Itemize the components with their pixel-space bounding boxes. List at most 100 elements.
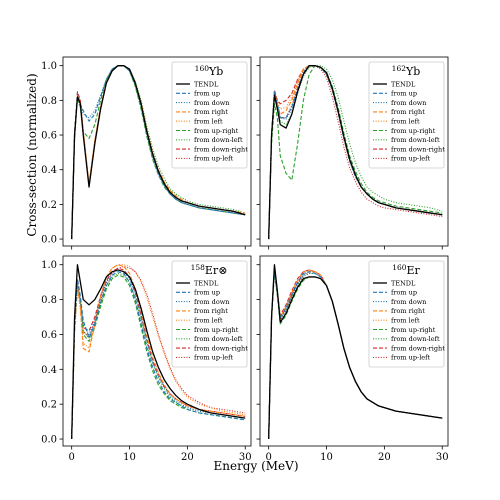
- legend-entry: from down-right: [194, 344, 248, 352]
- y-tick-label: 0.0: [41, 235, 57, 246]
- axes-frame: [259, 255, 449, 447]
- axes-frame: [62, 56, 252, 247]
- x-tick-label: 20: [181, 452, 194, 463]
- series-line-from-up: [71, 271, 246, 440]
- y-tick-label: 0.8: [41, 96, 57, 107]
- legend-entry: from down: [391, 298, 426, 306]
- series-line-from-up-left: [268, 65, 443, 240]
- legend-entry: from up-left: [391, 354, 431, 362]
- legend-entry: from up: [391, 90, 417, 98]
- x-tick-label: 10: [320, 452, 333, 463]
- legend-entry: from left: [194, 317, 223, 325]
- legend-box: [368, 260, 445, 368]
- x-tick-label: 20: [378, 452, 391, 463]
- legend-entry: from down-right: [194, 145, 248, 153]
- panel-label: 160Yb: [195, 64, 224, 78]
- panel-label-mass: 160: [392, 263, 407, 272]
- legend-entry: from left: [391, 118, 420, 126]
- series-line-from-up: [268, 65, 443, 240]
- panel-label-mass: 162: [392, 64, 407, 73]
- x-tick-label: 10: [123, 452, 136, 463]
- axes-frame: [62, 255, 252, 447]
- legend-entry: from down-left: [391, 335, 440, 343]
- panel-label-mass: 160: [195, 64, 210, 73]
- legend-entry: from up-right: [194, 326, 239, 334]
- legend-entry: from left: [391, 317, 420, 325]
- x-axis-title: Energy (MeV): [213, 459, 298, 473]
- legend-box: [171, 61, 248, 169]
- legend-entry: from down-left: [194, 136, 243, 144]
- legend-entry: from right: [194, 108, 228, 116]
- legend-entry: TENDL: [194, 279, 219, 287]
- legend-entry: from up-left: [194, 155, 234, 163]
- series-line-from-right: [268, 65, 443, 240]
- y-tick-label: 1.0: [41, 61, 57, 72]
- legend-entry: from right: [391, 108, 425, 116]
- legend-entry: from up: [391, 289, 417, 297]
- legend-entry: from down: [194, 99, 229, 107]
- x-tick-label: 0: [265, 452, 271, 463]
- legend-entry: from up-right: [194, 127, 239, 135]
- legend-entry: from down: [194, 298, 229, 306]
- series-line-TENDL: [268, 65, 443, 240]
- panel-label: 158Er⊗: [191, 263, 228, 277]
- series-line-from-up-right: [71, 65, 246, 240]
- panel-label: 160Er: [392, 263, 420, 277]
- legend-entry: from right: [391, 307, 425, 315]
- axes-frame: [259, 56, 449, 247]
- y-tick-label: 0.4: [41, 365, 57, 376]
- y-tick-label: 1.0: [41, 260, 57, 271]
- panel-er158: 0 10 20 30 0.0 0.2 0.4 0.6 0.8 1.0 158Er⊗ TENDL from…: [41, 255, 252, 463]
- legend-entry: TENDL: [194, 80, 219, 88]
- legend-entry: from up-right: [391, 326, 436, 334]
- panel-label: 162Yb: [392, 64, 421, 78]
- y-tick-label: 0.6: [41, 131, 57, 142]
- series-line-from-down-left: [268, 65, 443, 240]
- legend-entry: from up: [194, 90, 220, 98]
- y-tick-label: 0.2: [41, 200, 57, 211]
- x-tick-label: 0: [68, 452, 74, 463]
- y-tick-label: 0.2: [41, 400, 57, 411]
- x-tick-label: 30: [436, 452, 449, 463]
- legend-entry: from up-right: [391, 127, 436, 135]
- legend-entry: from down-left: [391, 136, 440, 144]
- legend-box: [368, 61, 445, 169]
- legend-entry: TENDL: [391, 279, 416, 287]
- y-tick-label: 0.4: [41, 165, 57, 176]
- x-tick-label: 30: [239, 452, 252, 463]
- panel-label-element: Er: [407, 264, 421, 277]
- legend-entry: from down-right: [391, 344, 445, 352]
- series-line-from-left: [71, 264, 246, 440]
- legend-entry: from right: [194, 307, 228, 315]
- series-line-TENDL: [71, 264, 246, 440]
- y-tick-label: 0.0: [41, 435, 57, 446]
- series-line-from-down: [71, 269, 246, 440]
- y-tick-label: 0.6: [41, 330, 57, 341]
- panel-label-element: Er⊗: [205, 264, 228, 277]
- legend-entry: TENDL: [391, 80, 416, 88]
- legend-entry: from up-left: [391, 155, 431, 163]
- panel-label-element: Yb: [208, 65, 223, 78]
- y-tick-label: 0.8: [41, 295, 57, 306]
- legend-entry: from down-right: [391, 145, 445, 153]
- panel-label-mass: 158: [191, 263, 206, 272]
- legend-entry: from down-left: [194, 335, 243, 343]
- panel-label-element: Yb: [405, 65, 420, 78]
- y-axis-title: Cross-section (normalized): [25, 73, 39, 236]
- legend-entry: from left: [194, 118, 223, 126]
- series-line-TENDL: [268, 264, 443, 440]
- legend-entry: from up-left: [194, 354, 234, 362]
- legend-entry: from down: [391, 99, 426, 107]
- legend-box: [171, 260, 248, 368]
- series-line-TENDL: [71, 65, 246, 240]
- legend-entry: from up: [194, 289, 220, 297]
